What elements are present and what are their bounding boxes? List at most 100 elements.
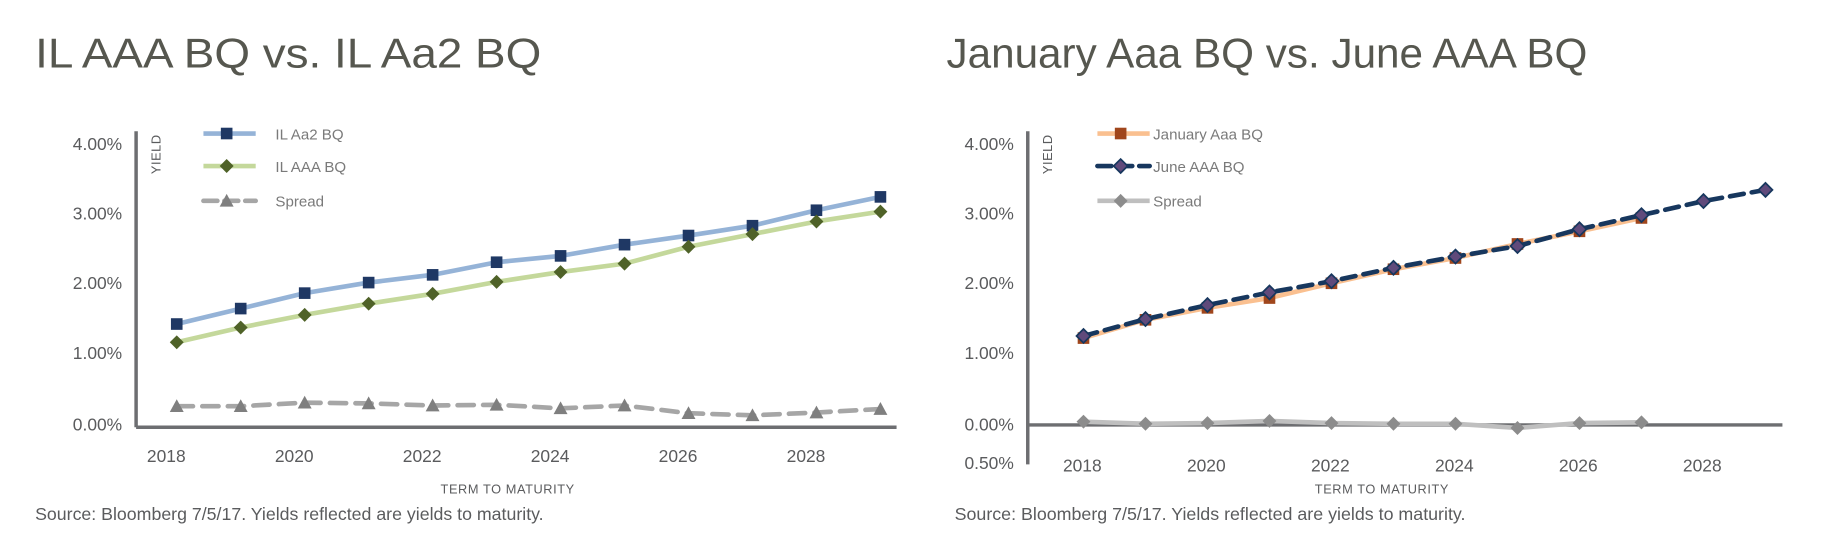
data-point bbox=[425, 286, 440, 301]
series-il-aaa-bq bbox=[169, 204, 888, 350]
data-point bbox=[809, 214, 824, 229]
x-axis-title: TERM TO MATURITY bbox=[441, 481, 575, 496]
data-point bbox=[1448, 416, 1463, 431]
data-point bbox=[1200, 416, 1215, 431]
legend-item: June AAA BQ bbox=[1095, 157, 1245, 176]
data-point bbox=[617, 398, 632, 412]
data-point bbox=[169, 399, 184, 413]
legend-label: January Aaa BQ bbox=[1153, 126, 1263, 143]
data-point bbox=[233, 320, 248, 335]
data-point bbox=[1324, 416, 1339, 431]
data-point bbox=[1695, 192, 1712, 210]
data-point bbox=[553, 401, 568, 415]
data-point bbox=[1323, 272, 1340, 290]
chart-title: IL AAA BQ vs. IL Aa2 BQ bbox=[35, 29, 541, 76]
legend-label: June AAA BQ bbox=[1153, 159, 1244, 176]
source-note: Source: Bloomberg 7/5/17. Yields reflect… bbox=[35, 504, 544, 524]
data-point bbox=[489, 274, 504, 289]
x-tick-label: 2018 bbox=[147, 446, 186, 466]
data-point bbox=[297, 395, 312, 409]
data-point bbox=[361, 296, 376, 311]
legend-marker bbox=[1112, 157, 1129, 175]
data-point bbox=[746, 219, 759, 232]
legend-marker bbox=[220, 127, 233, 140]
source-note: Source: Bloomberg 7/5/17. Yields reflect… bbox=[955, 504, 1466, 524]
series-il-aa2-bq bbox=[170, 191, 887, 330]
legend-item: IL Aa2 BQ bbox=[203, 126, 344, 143]
data-point bbox=[809, 405, 824, 419]
data-point bbox=[361, 396, 376, 410]
data-point bbox=[233, 399, 248, 413]
chart-title: January Aaa BQ vs. June AAA BQ bbox=[946, 29, 1587, 76]
legend-item: Spread bbox=[1097, 193, 1202, 211]
data-point bbox=[298, 287, 311, 299]
y-tick-label: 2.00% bbox=[73, 273, 122, 293]
x-tick-label: 2026 bbox=[659, 446, 698, 466]
y-axis-title: YIELD bbox=[148, 134, 163, 174]
data-point bbox=[1634, 415, 1649, 430]
x-tick-label: 2022 bbox=[1311, 455, 1350, 475]
x-axis-title: TERM TO MATURITY bbox=[1315, 481, 1449, 496]
legend-marker bbox=[1113, 193, 1128, 208]
data-point bbox=[1138, 416, 1153, 431]
x-tick-label: 2024 bbox=[1435, 455, 1474, 475]
data-point bbox=[1571, 221, 1588, 238]
y-tick-label: 3.00% bbox=[964, 203, 1013, 223]
data-point bbox=[681, 239, 696, 254]
series-line bbox=[1083, 418, 1642, 431]
data-point bbox=[745, 408, 760, 422]
y-tick-label: 4.00% bbox=[964, 134, 1013, 154]
series-line bbox=[174, 400, 883, 418]
legend-marker bbox=[1114, 127, 1127, 140]
legend-label: Spread bbox=[275, 194, 324, 211]
x-tick-label: 2028 bbox=[787, 446, 826, 466]
legend-item: January Aaa BQ bbox=[1097, 126, 1263, 143]
data-point bbox=[745, 227, 760, 242]
data-point bbox=[1572, 416, 1587, 431]
y-axis-title: YIELD bbox=[1040, 134, 1055, 174]
y-tick-label: 0.00% bbox=[964, 415, 1013, 435]
data-point bbox=[362, 276, 375, 289]
x-tick-label: 2028 bbox=[1683, 455, 1722, 475]
series-line bbox=[176, 209, 881, 345]
y-tick-label: 0.50% bbox=[964, 453, 1013, 473]
data-point bbox=[874, 191, 887, 203]
data-point bbox=[1510, 421, 1525, 435]
data-point bbox=[425, 398, 440, 412]
data-point bbox=[1075, 327, 1092, 345]
legend-label: IL AAA BQ bbox=[275, 159, 346, 176]
y-tick-label: 2.00% bbox=[964, 273, 1013, 293]
series-spread bbox=[169, 395, 888, 422]
legend-item: IL AAA BQ bbox=[203, 159, 346, 176]
x-tick-label: 2020 bbox=[1187, 455, 1226, 475]
data-point bbox=[618, 238, 631, 251]
x-tick-label: 2024 bbox=[531, 446, 570, 466]
series-line bbox=[176, 194, 881, 327]
x-tick-label: 2026 bbox=[1559, 455, 1598, 475]
y-tick-label: 4.00% bbox=[73, 134, 122, 154]
data-point bbox=[1447, 248, 1464, 265]
legend-marker bbox=[219, 159, 234, 173]
data-point bbox=[1137, 310, 1154, 328]
data-point bbox=[682, 229, 695, 242]
data-point bbox=[426, 269, 439, 281]
series-line bbox=[1081, 187, 1768, 339]
legend-label: Spread bbox=[1153, 194, 1202, 211]
data-point bbox=[170, 318, 183, 330]
data-point bbox=[553, 265, 568, 280]
x-tick-label: 2018 bbox=[1063, 455, 1102, 475]
data-point bbox=[873, 204, 888, 219]
data-point bbox=[1509, 237, 1526, 255]
data-point bbox=[1385, 259, 1402, 277]
chart-il-aaa-vs-aa2: IL AAA BQ vs. IL Aa2 BQ YIELD TERM TO MA… bbox=[35, 29, 897, 524]
data-point bbox=[1633, 206, 1650, 224]
data-point bbox=[297, 307, 312, 322]
data-point bbox=[873, 402, 888, 415]
data-point bbox=[490, 256, 503, 269]
data-point bbox=[1757, 181, 1774, 199]
series-june-aaa-bq bbox=[1075, 181, 1774, 345]
y-tick-label: 3.00% bbox=[73, 203, 122, 223]
x-tick-label: 2020 bbox=[275, 446, 314, 466]
data-point bbox=[681, 406, 696, 420]
